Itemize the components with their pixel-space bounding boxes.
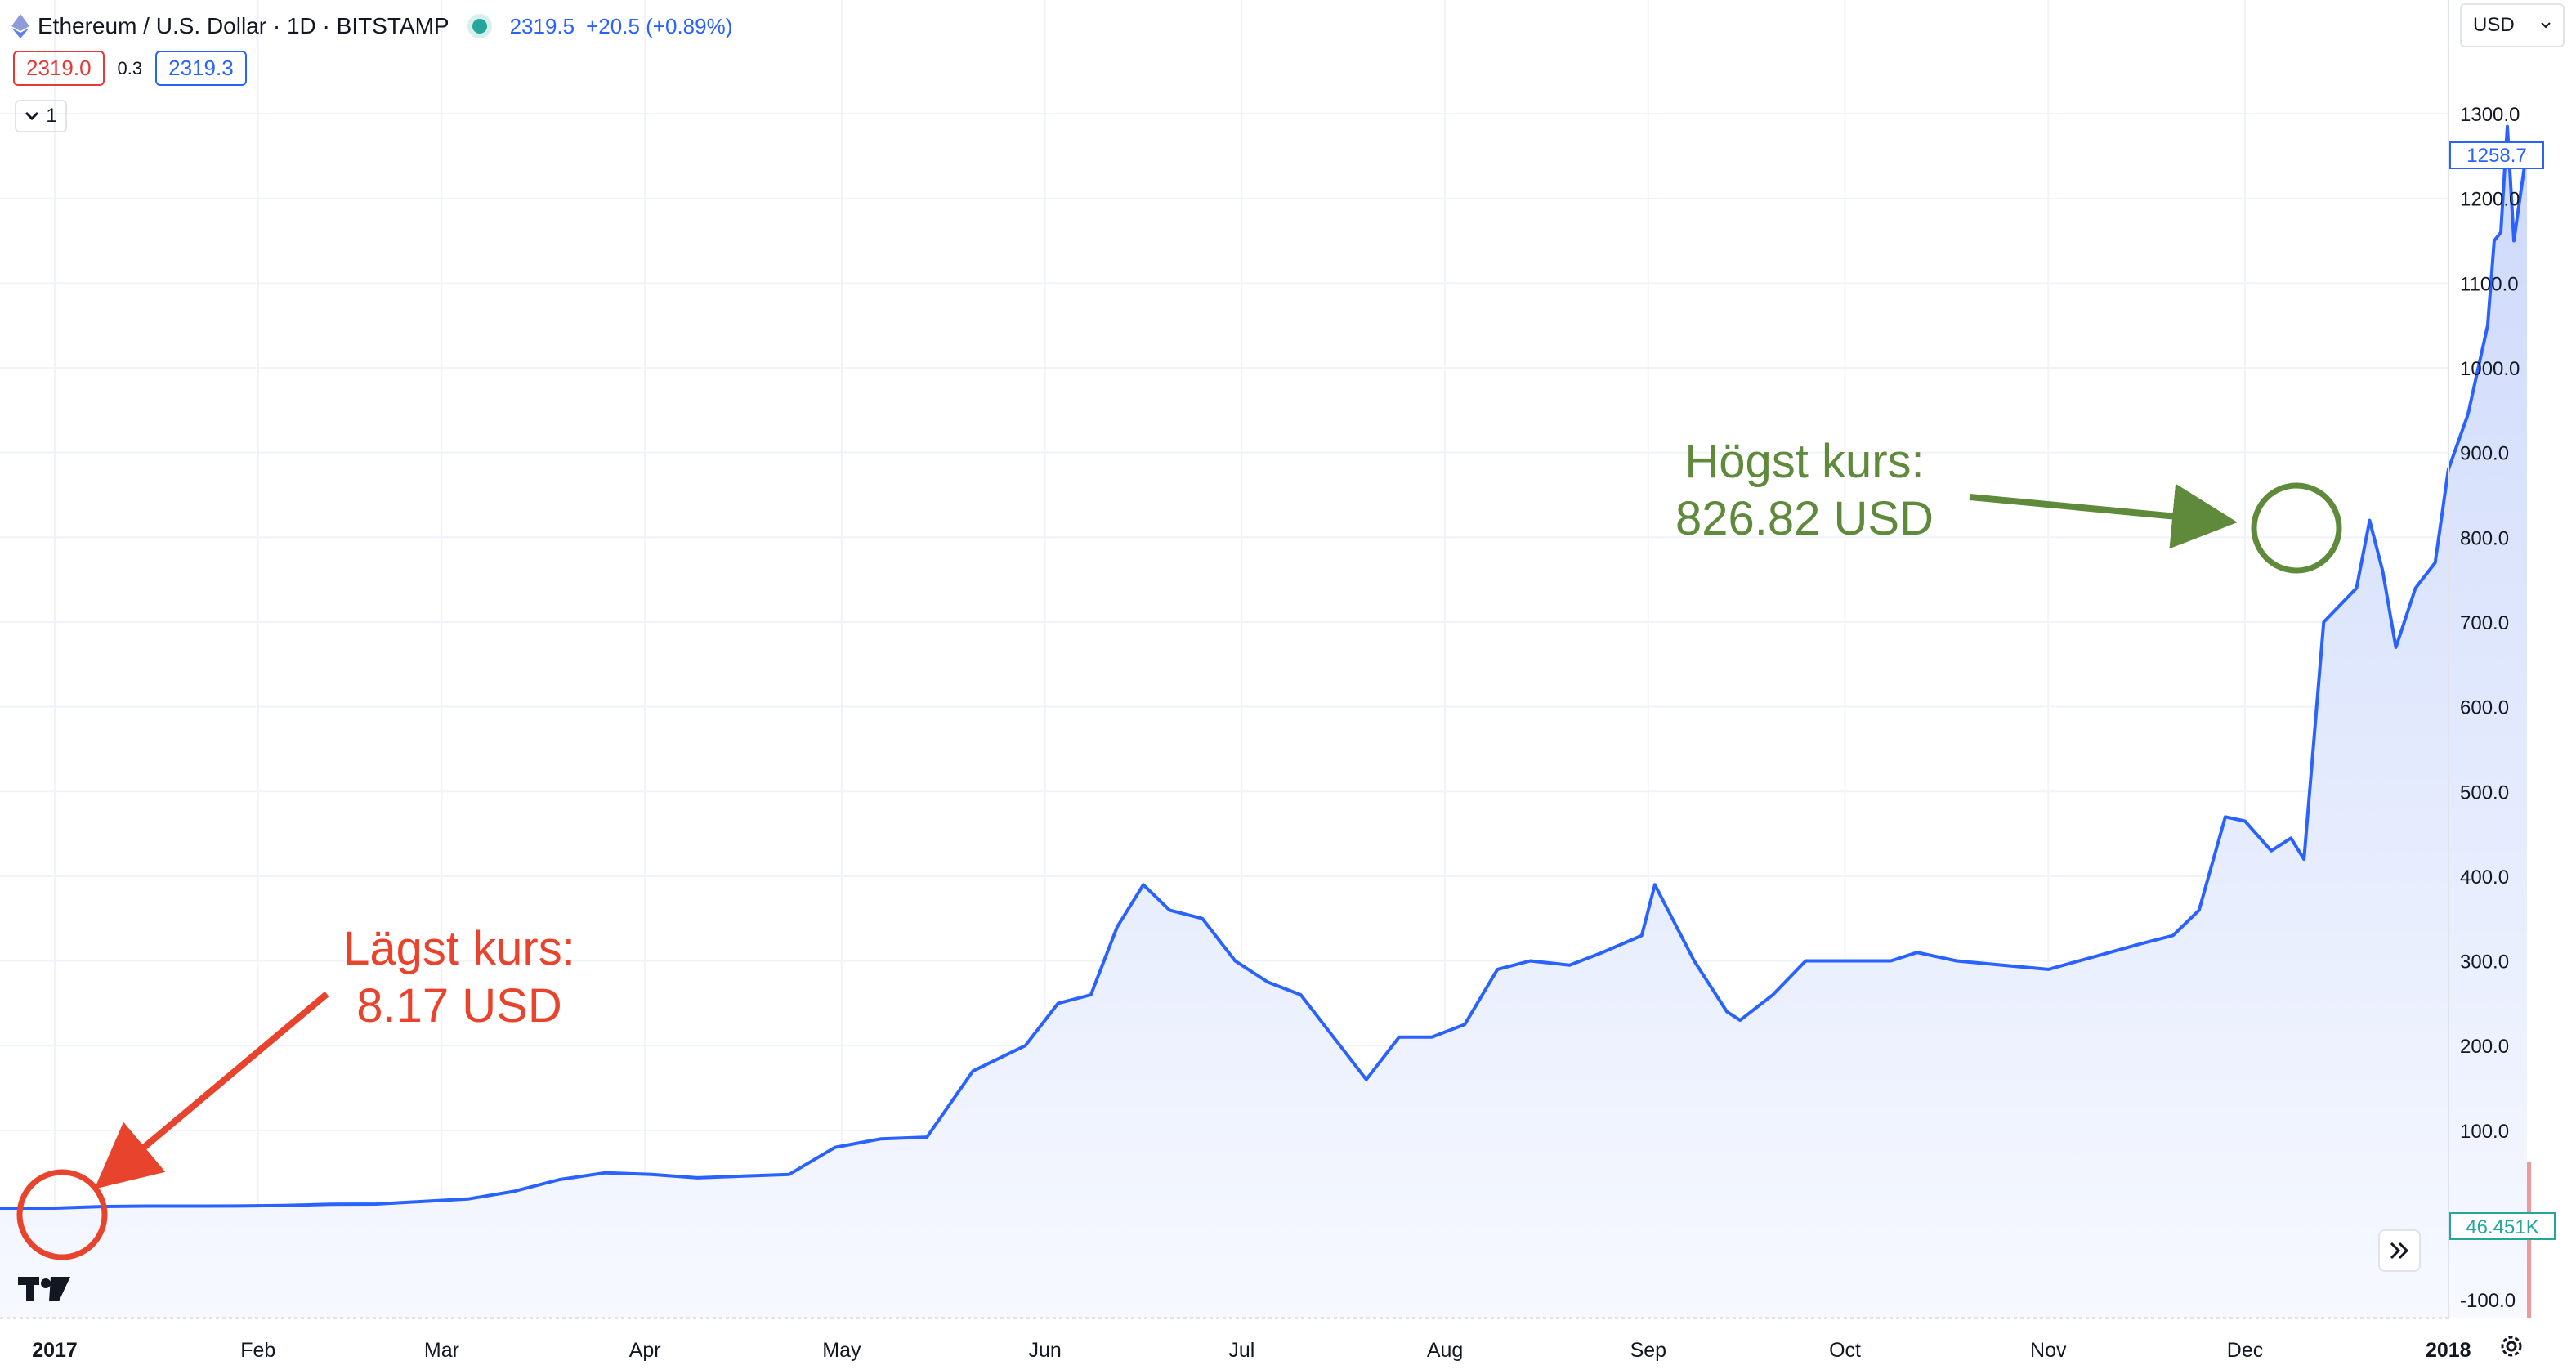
indicators-count: 1 bbox=[46, 105, 57, 127]
y-tick-label: 200.0 bbox=[2460, 1036, 2509, 1058]
y-tick-label: 1100.0 bbox=[2460, 273, 2519, 295]
y-tick-label: 400.0 bbox=[2460, 866, 2509, 889]
bid-ask-row: 2319.0 0.3 2319.3 bbox=[13, 51, 247, 86]
market-open-dot-icon bbox=[467, 14, 492, 38]
x-axis[interactable]: 2017 Feb Mar Apr May Jun Jul Aug Sep Oct Nov Dec 201… bbox=[32, 1339, 2471, 1362]
y-tick-label: 1200.0 bbox=[2460, 189, 2520, 211]
low-arrow bbox=[94, 991, 329, 1189]
scroll-to-realtime-button[interactable] bbox=[2378, 1229, 2421, 1272]
currency-value: USD bbox=[2473, 14, 2515, 36]
bid-price[interactable]: 2319.0 bbox=[13, 51, 105, 86]
double-chevron-right-icon bbox=[2390, 1242, 2409, 1260]
y-tick-label: -100.0 bbox=[2460, 1290, 2516, 1312]
x-tick-label: Aug bbox=[1427, 1339, 1463, 1362]
price-change: +20.5 (+0.89%) bbox=[586, 13, 733, 38]
high-arrow bbox=[1969, 483, 2238, 549]
y-tick-label: 1300.0 bbox=[2460, 104, 2520, 126]
y-tick-label: 1000.0 bbox=[2460, 358, 2520, 380]
volume-label-box bbox=[2449, 1212, 2556, 1240]
x-tick-label: Apr bbox=[629, 1339, 661, 1362]
gear-icon[interactable] bbox=[2498, 1332, 2525, 1360]
chart-header: Ethereum / U.S. Dollar · 1D · BITSTAMP 2… bbox=[11, 8, 732, 44]
y-tick-label: 900.0 bbox=[2460, 443, 2509, 465]
high-marker-circle bbox=[2251, 482, 2342, 574]
high-annotation-line2: 826.82 USD bbox=[1675, 492, 1934, 545]
currency-select[interactable]: USD bbox=[2460, 3, 2565, 47]
x-tick-label: Jul bbox=[1228, 1339, 1254, 1362]
spread-value: 0.3 bbox=[117, 57, 143, 78]
ask-price[interactable]: 2319.3 bbox=[155, 51, 247, 86]
x-tick-label: Nov bbox=[2030, 1339, 2067, 1362]
x-tick-label: 2017 bbox=[32, 1339, 78, 1362]
last-price: 2319.5 bbox=[509, 13, 575, 38]
x-tick-label: Sep bbox=[1630, 1339, 1666, 1362]
high-annotation-line1: Högst kurs: bbox=[1684, 435, 1924, 488]
x-tick-label: Feb bbox=[240, 1339, 275, 1362]
price-label: 1258.7 bbox=[2466, 145, 2526, 167]
x-tick-label: Dec bbox=[2227, 1339, 2263, 1362]
low-annotation-line1: Lägst kurs: bbox=[343, 922, 575, 975]
x-tick-label: May bbox=[822, 1339, 861, 1362]
tradingview-logo[interactable] bbox=[18, 1275, 70, 1303]
price-area bbox=[0, 126, 2527, 1319]
volume-label: 46.451K bbox=[2466, 1216, 2538, 1238]
chevron-down-icon bbox=[25, 111, 39, 121]
low-marker-circle bbox=[16, 1169, 108, 1260]
chevron-down-icon bbox=[2541, 22, 2551, 29]
x-tick-label: Mar bbox=[424, 1339, 459, 1362]
y-tick-label: 800.0 bbox=[2460, 527, 2509, 549]
low-annotation-line2: 8.17 USD bbox=[356, 979, 561, 1032]
x-tick-label: Oct bbox=[1829, 1339, 1861, 1362]
x-tick-label: 2018 bbox=[2426, 1339, 2471, 1362]
symbol-title[interactable]: Ethereum / U.S. Dollar · 1D · BITSTAMP bbox=[38, 13, 449, 38]
x-tick-label: Jun bbox=[1028, 1339, 1061, 1362]
y-tick-label: 300.0 bbox=[2460, 951, 2509, 974]
y-tick-label: 100.0 bbox=[2460, 1121, 2509, 1143]
y-tick-label: 600.0 bbox=[2460, 697, 2509, 719]
ethereum-icon bbox=[11, 14, 29, 38]
price-label-box bbox=[2449, 141, 2544, 169]
y-tick-label: 500.0 bbox=[2460, 781, 2509, 804]
indicators-toggle[interactable]: 1 bbox=[15, 100, 67, 132]
y-tick-label: 700.0 bbox=[2460, 612, 2509, 634]
price-line bbox=[0, 124, 2529, 1210]
y-axis[interactable]: 1300.0 1200.0 1100.0 1000.0 900.0 800.0 700.0 6… bbox=[2460, 104, 2520, 1312]
